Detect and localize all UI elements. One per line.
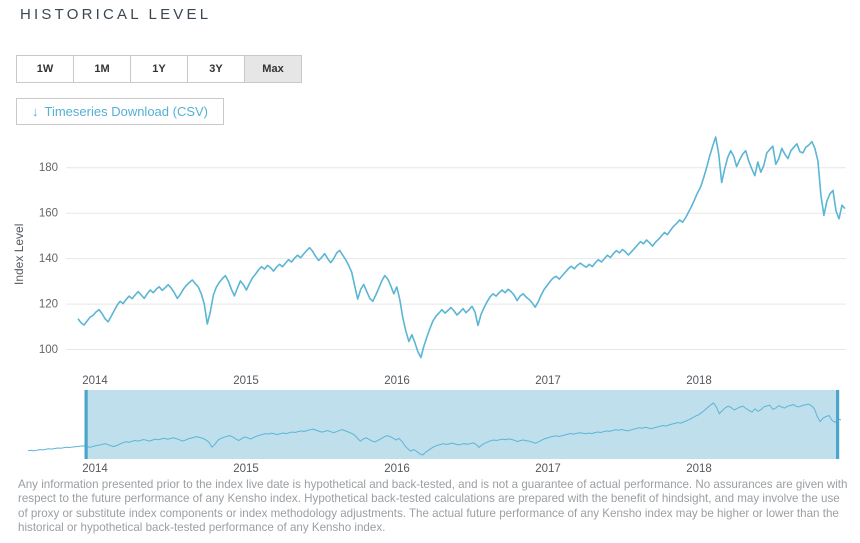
y-tick-label: 140 — [39, 253, 58, 265]
x-tick-label: 2014 — [82, 375, 108, 387]
range-button-1w[interactable]: 1W — [16, 55, 74, 83]
navigator-selection[interactable] — [86, 390, 838, 459]
x-tick-label: 2015 — [233, 375, 259, 387]
page-title: HISTORICAL LEVEL — [20, 6, 212, 23]
navigator-tick-label: 2015 — [233, 463, 259, 475]
download-button-label: Timeseries Download (CSV) — [44, 104, 209, 119]
y-tick-label: 100 — [39, 344, 58, 356]
y-tick-label: 180 — [39, 162, 58, 174]
x-tick-label: 2017 — [535, 375, 561, 387]
x-tick-label: 2018 — [686, 375, 712, 387]
range-button-3y[interactable]: 3Y — [187, 55, 245, 83]
timeseries-download-button[interactable]: ↓ Timeseries Download (CSV) — [16, 98, 225, 125]
y-tick-label: 160 — [39, 208, 58, 220]
navigator-tick-label: 2018 — [686, 463, 712, 475]
range-selector: 1W 1M 1Y 3Y Max — [16, 55, 302, 83]
download-arrow-icon: ↓ — [32, 104, 39, 119]
x-tick-label: 2016 — [384, 375, 410, 387]
disclaimer-text: Any information presented prior to the i… — [18, 478, 848, 535]
range-button-max[interactable]: Max — [244, 55, 302, 83]
navigator-handle-right[interactable] — [836, 390, 840, 459]
navigator-tick-label: 2014 — [82, 463, 108, 475]
navigator-tick-label: 2017 — [535, 463, 561, 475]
navigator-handle-left[interactable] — [84, 390, 88, 459]
range-button-1y[interactable]: 1Y — [130, 55, 188, 83]
range-button-1m[interactable]: 1M — [73, 55, 131, 83]
historical-level-chart: 100 120 140 160 180 2014 2015 2016 2017 2018 2014 2… — [27, 136, 846, 475]
navigator-series-line — [27, 402, 842, 456]
navigator-tick-label: 2016 — [384, 463, 410, 475]
main-series-line — [77, 136, 846, 359]
y-tick-label: 120 — [39, 299, 58, 311]
